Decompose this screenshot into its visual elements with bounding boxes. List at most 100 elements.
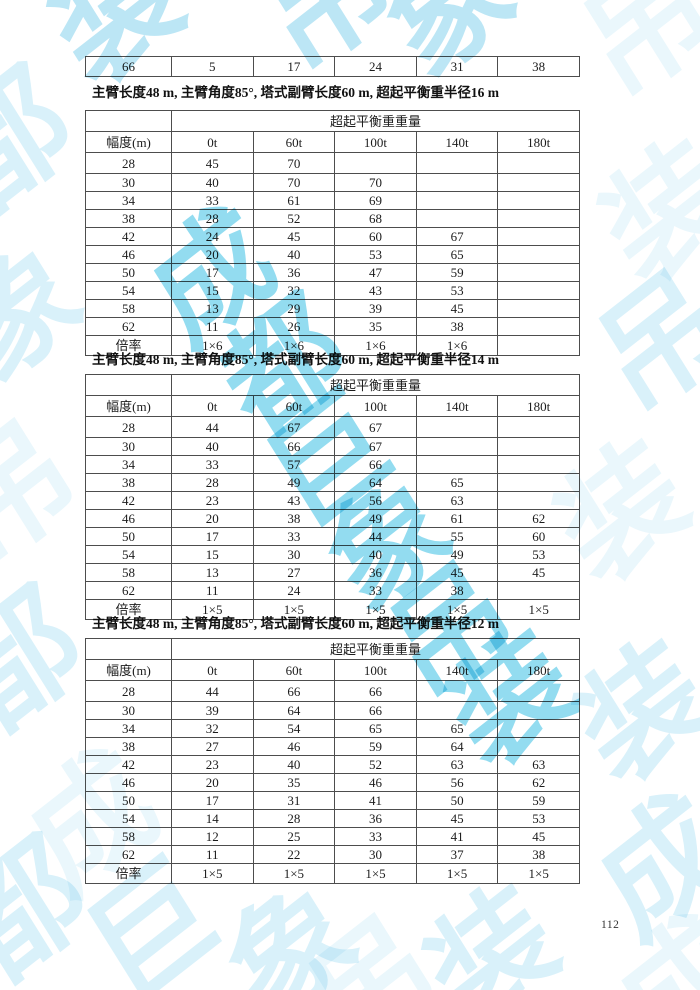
column-header-cell: 60t xyxy=(252,131,336,153)
table-cell: 70 xyxy=(252,173,336,192)
table-cell xyxy=(497,491,581,510)
table-cell xyxy=(497,191,581,210)
table-cell xyxy=(415,173,499,192)
column-header-cell: 140t xyxy=(415,659,499,681)
table-row: 58 13 27 36 45 45 xyxy=(85,563,581,582)
table-cell: 62 xyxy=(497,773,581,792)
table-cell: 38 xyxy=(497,845,581,864)
table-row: 66 5 17 24 31 38 xyxy=(85,56,580,77)
table-cell xyxy=(497,173,581,192)
column-header-cell: 幅度(m) xyxy=(85,659,172,681)
column-header-cell: 幅度(m) xyxy=(85,395,172,417)
load-chart-table: 超起平衡重重量 幅度(m) 0t 60t 100t 140t 180t 28 44 66 66 3… xyxy=(85,638,581,884)
table-cell: 20 xyxy=(171,245,254,264)
table-row: 46 20 35 46 56 62 xyxy=(85,773,581,792)
table-cell: 46 xyxy=(85,245,172,264)
table-cell: 68 xyxy=(334,209,417,228)
merged-header-cell: 超起平衡重重量 xyxy=(170,638,581,660)
load-chart-table: 超起平衡重重量 幅度(m) 0t 60t 100t 140t 180t 28 45 70 30 4… xyxy=(85,110,581,356)
table-cell: 1×5 xyxy=(415,599,499,620)
table-cell: 17 xyxy=(171,263,254,282)
table-cell: 53 xyxy=(497,545,581,564)
table-cell: 53 xyxy=(497,809,581,828)
table-cell: 36 xyxy=(334,809,417,828)
table-cell: 54 xyxy=(85,545,172,564)
column-header-cell: 0t xyxy=(171,659,254,681)
table-cell: 66 xyxy=(85,56,172,77)
table-cell: 28 xyxy=(85,680,172,702)
table-cell xyxy=(497,209,581,228)
table-cell: 34 xyxy=(85,191,172,210)
column-header-cell: 180t xyxy=(497,395,581,417)
table-row: 58 13 29 39 45 xyxy=(85,299,581,318)
continuation-row-table: 66 5 17 24 31 38 xyxy=(85,56,580,77)
table-row: 62 11 24 33 38 xyxy=(85,581,581,600)
table-cell: 1×6 xyxy=(252,335,336,356)
table-cell: 38 xyxy=(85,737,172,756)
table-cell xyxy=(497,473,581,492)
table-cell: 33 xyxy=(334,827,417,846)
table-cell: 12 xyxy=(171,827,254,846)
table-cell: 45 xyxy=(415,809,499,828)
table-cell xyxy=(415,455,499,474)
table-cell: 64 xyxy=(334,473,417,492)
column-header-row: 幅度(m) 0t 60t 100t 140t 180t xyxy=(85,395,581,417)
merged-header-cell: 超起平衡重重量 xyxy=(170,374,581,396)
load-chart-table: 超起平衡重重量 幅度(m) 0t 60t 100t 140t 180t 28 44 67 67 3… xyxy=(85,374,581,620)
table-cell: 33 xyxy=(334,581,417,600)
table-cell: 45 xyxy=(415,563,499,582)
table-cell: 45 xyxy=(415,299,499,318)
column-header-cell: 140t xyxy=(415,395,499,417)
table-cell: 40 xyxy=(252,245,336,264)
table-cell: 66 xyxy=(334,680,417,702)
table-cell: 46 xyxy=(252,737,336,756)
table-cell: 61 xyxy=(415,509,499,528)
table-cell: 38 xyxy=(85,209,172,228)
table-cell: 66 xyxy=(252,680,336,702)
table-cell: 63 xyxy=(415,755,499,774)
table-cell: 15 xyxy=(171,545,254,564)
table-cell xyxy=(497,227,581,246)
column-header-row: 幅度(m) 0t 60t 100t 140t 180t xyxy=(85,131,581,153)
table-cell: 32 xyxy=(171,719,254,738)
table-cell: 38 xyxy=(85,473,172,492)
column-header-cell: 180t xyxy=(497,131,581,153)
table-cell xyxy=(497,299,581,318)
table-cell: 41 xyxy=(415,827,499,846)
table-row: 62 11 22 30 37 38 xyxy=(85,845,581,864)
table-cell xyxy=(497,701,581,720)
table-cell: 46 xyxy=(85,509,172,528)
table-row: 38 28 49 64 65 xyxy=(85,473,581,492)
table-cell: 33 xyxy=(252,527,336,546)
merged-header-row: 超起平衡重重量 xyxy=(85,374,581,396)
table-cell: 50 xyxy=(85,527,172,546)
table-cell xyxy=(334,152,417,174)
table-cell: 1×5 xyxy=(171,863,254,884)
table-cell: 14 xyxy=(171,809,254,828)
table-cell: 65 xyxy=(415,719,499,738)
table-cell: 65 xyxy=(334,719,417,738)
table-cell xyxy=(497,281,581,300)
table-cell: 64 xyxy=(415,737,499,756)
table-cell: 28 xyxy=(85,152,172,174)
table-row: 30 40 70 70 xyxy=(85,173,581,192)
table-cell: 30 xyxy=(85,173,172,192)
table-row: 58 12 25 33 41 45 xyxy=(85,827,581,846)
table-cell: 40 xyxy=(171,437,254,456)
table-row: 42 23 40 52 63 63 xyxy=(85,755,581,774)
table-cell: 24 xyxy=(334,56,417,77)
merged-header-row: 超起平衡重重量 xyxy=(85,110,581,132)
table-row: 54 15 32 43 53 xyxy=(85,281,581,300)
table-cell: 55 xyxy=(415,527,499,546)
table-cell: 倍率 xyxy=(85,335,172,356)
table-cell: 54 xyxy=(252,719,336,738)
table-cell: 1×5 xyxy=(171,599,254,620)
section-heading: 主臂长度48 m, 主臂角度85°, 塔式副臂长度60 m, 超起平衡重半径12… xyxy=(92,616,500,631)
column-header-cell: 60t xyxy=(252,659,336,681)
table-cell: 28 xyxy=(171,473,254,492)
table-cell: 67 xyxy=(415,227,499,246)
table-body: 28 45 70 30 40 70 70 34 33 61 69 38 28 52 68 42 24 45 60 67… xyxy=(85,152,581,356)
table-cell: 40 xyxy=(334,545,417,564)
table-cell: 69 xyxy=(334,191,417,210)
table-cell xyxy=(497,317,581,336)
